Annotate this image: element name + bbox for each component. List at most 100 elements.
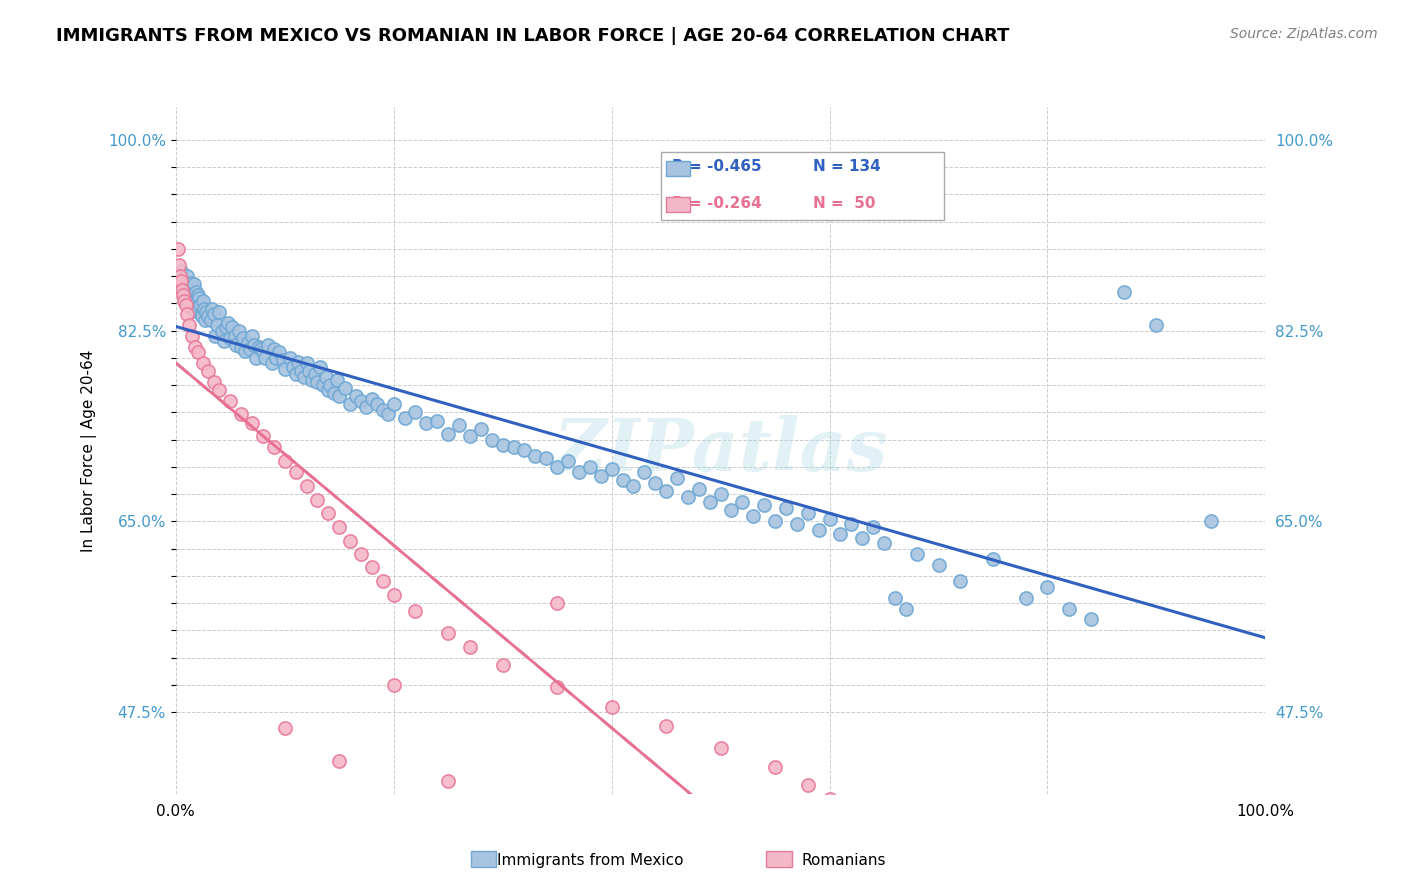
Point — [949, 574, 972, 589]
Point — [546, 596, 568, 610]
Point — [366, 396, 388, 410]
Point — [1015, 591, 1038, 605]
Point — [307, 492, 329, 507]
Point — [263, 440, 285, 454]
Point — [447, 418, 470, 433]
Point — [377, 408, 399, 422]
Point — [720, 503, 742, 517]
Point — [240, 416, 263, 430]
Point — [589, 468, 612, 483]
Point — [905, 547, 928, 561]
Point — [873, 536, 896, 550]
Point — [666, 471, 689, 485]
Point — [862, 520, 884, 534]
Point — [274, 454, 297, 468]
Point — [710, 741, 733, 756]
Point — [371, 574, 394, 589]
Point — [339, 533, 361, 548]
Point — [382, 678, 405, 692]
Point — [655, 483, 678, 498]
Point — [201, 301, 224, 316]
Point — [312, 378, 335, 392]
Point — [219, 331, 242, 345]
Point — [356, 400, 378, 414]
Text: ZIPatlas: ZIPatlas — [554, 415, 887, 486]
Point — [1057, 601, 1080, 615]
Point — [257, 337, 280, 351]
Point — [184, 340, 207, 354]
Text: R = -0.264: R = -0.264 — [672, 195, 761, 211]
Point — [278, 351, 301, 365]
Bar — [766, 851, 792, 867]
Point — [183, 277, 205, 291]
Point — [212, 334, 235, 349]
Point — [260, 356, 283, 370]
Point — [633, 465, 655, 479]
Point — [243, 337, 266, 351]
Point — [205, 318, 228, 332]
Point — [524, 449, 547, 463]
Point — [225, 337, 247, 351]
Point — [181, 301, 204, 316]
Point — [172, 287, 194, 301]
Point — [236, 335, 259, 350]
Point — [252, 429, 274, 443]
Point — [219, 394, 242, 409]
Point — [579, 459, 602, 474]
Point — [415, 416, 437, 430]
Point — [830, 527, 852, 541]
Point — [231, 340, 253, 354]
Point — [851, 531, 873, 545]
Point — [371, 403, 394, 417]
Point — [360, 392, 382, 407]
Bar — [666, 161, 690, 176]
Point — [344, 389, 367, 403]
Point — [224, 329, 246, 343]
Point — [796, 506, 818, 520]
Point — [174, 298, 197, 312]
Point — [211, 324, 233, 338]
Point — [807, 523, 830, 537]
Point — [247, 340, 270, 354]
Point — [284, 367, 307, 381]
Y-axis label: In Labor Force | Age 20-64: In Labor Force | Age 20-64 — [82, 350, 97, 551]
Point — [193, 301, 215, 316]
Point — [731, 494, 754, 508]
Point — [437, 427, 460, 442]
Point — [319, 378, 342, 392]
Point — [612, 473, 634, 487]
Point — [818, 792, 841, 806]
Point — [240, 329, 263, 343]
Text: R = -0.465: R = -0.465 — [672, 160, 761, 174]
Point — [382, 589, 405, 603]
Point — [190, 307, 212, 321]
Point — [557, 454, 579, 468]
Point — [688, 482, 710, 496]
Point — [174, 291, 197, 305]
Point — [546, 459, 568, 474]
Point — [195, 305, 218, 319]
Point — [754, 498, 776, 512]
Point — [200, 312, 222, 326]
Point — [304, 367, 326, 381]
Point — [333, 381, 356, 395]
Point — [295, 356, 318, 370]
Point — [292, 370, 315, 384]
Point — [481, 433, 503, 447]
Point — [315, 370, 337, 384]
Point — [231, 408, 253, 422]
Point — [655, 719, 678, 733]
Point — [301, 373, 323, 387]
Point — [177, 318, 200, 332]
Text: N = 134: N = 134 — [813, 160, 882, 174]
Point — [644, 476, 666, 491]
Point — [181, 294, 204, 309]
Point — [252, 345, 274, 359]
Point — [274, 361, 297, 376]
Point — [1144, 318, 1167, 332]
Point — [470, 422, 492, 436]
Point — [458, 429, 481, 443]
Point — [1080, 612, 1102, 626]
Point — [191, 294, 214, 309]
Point — [191, 356, 214, 370]
